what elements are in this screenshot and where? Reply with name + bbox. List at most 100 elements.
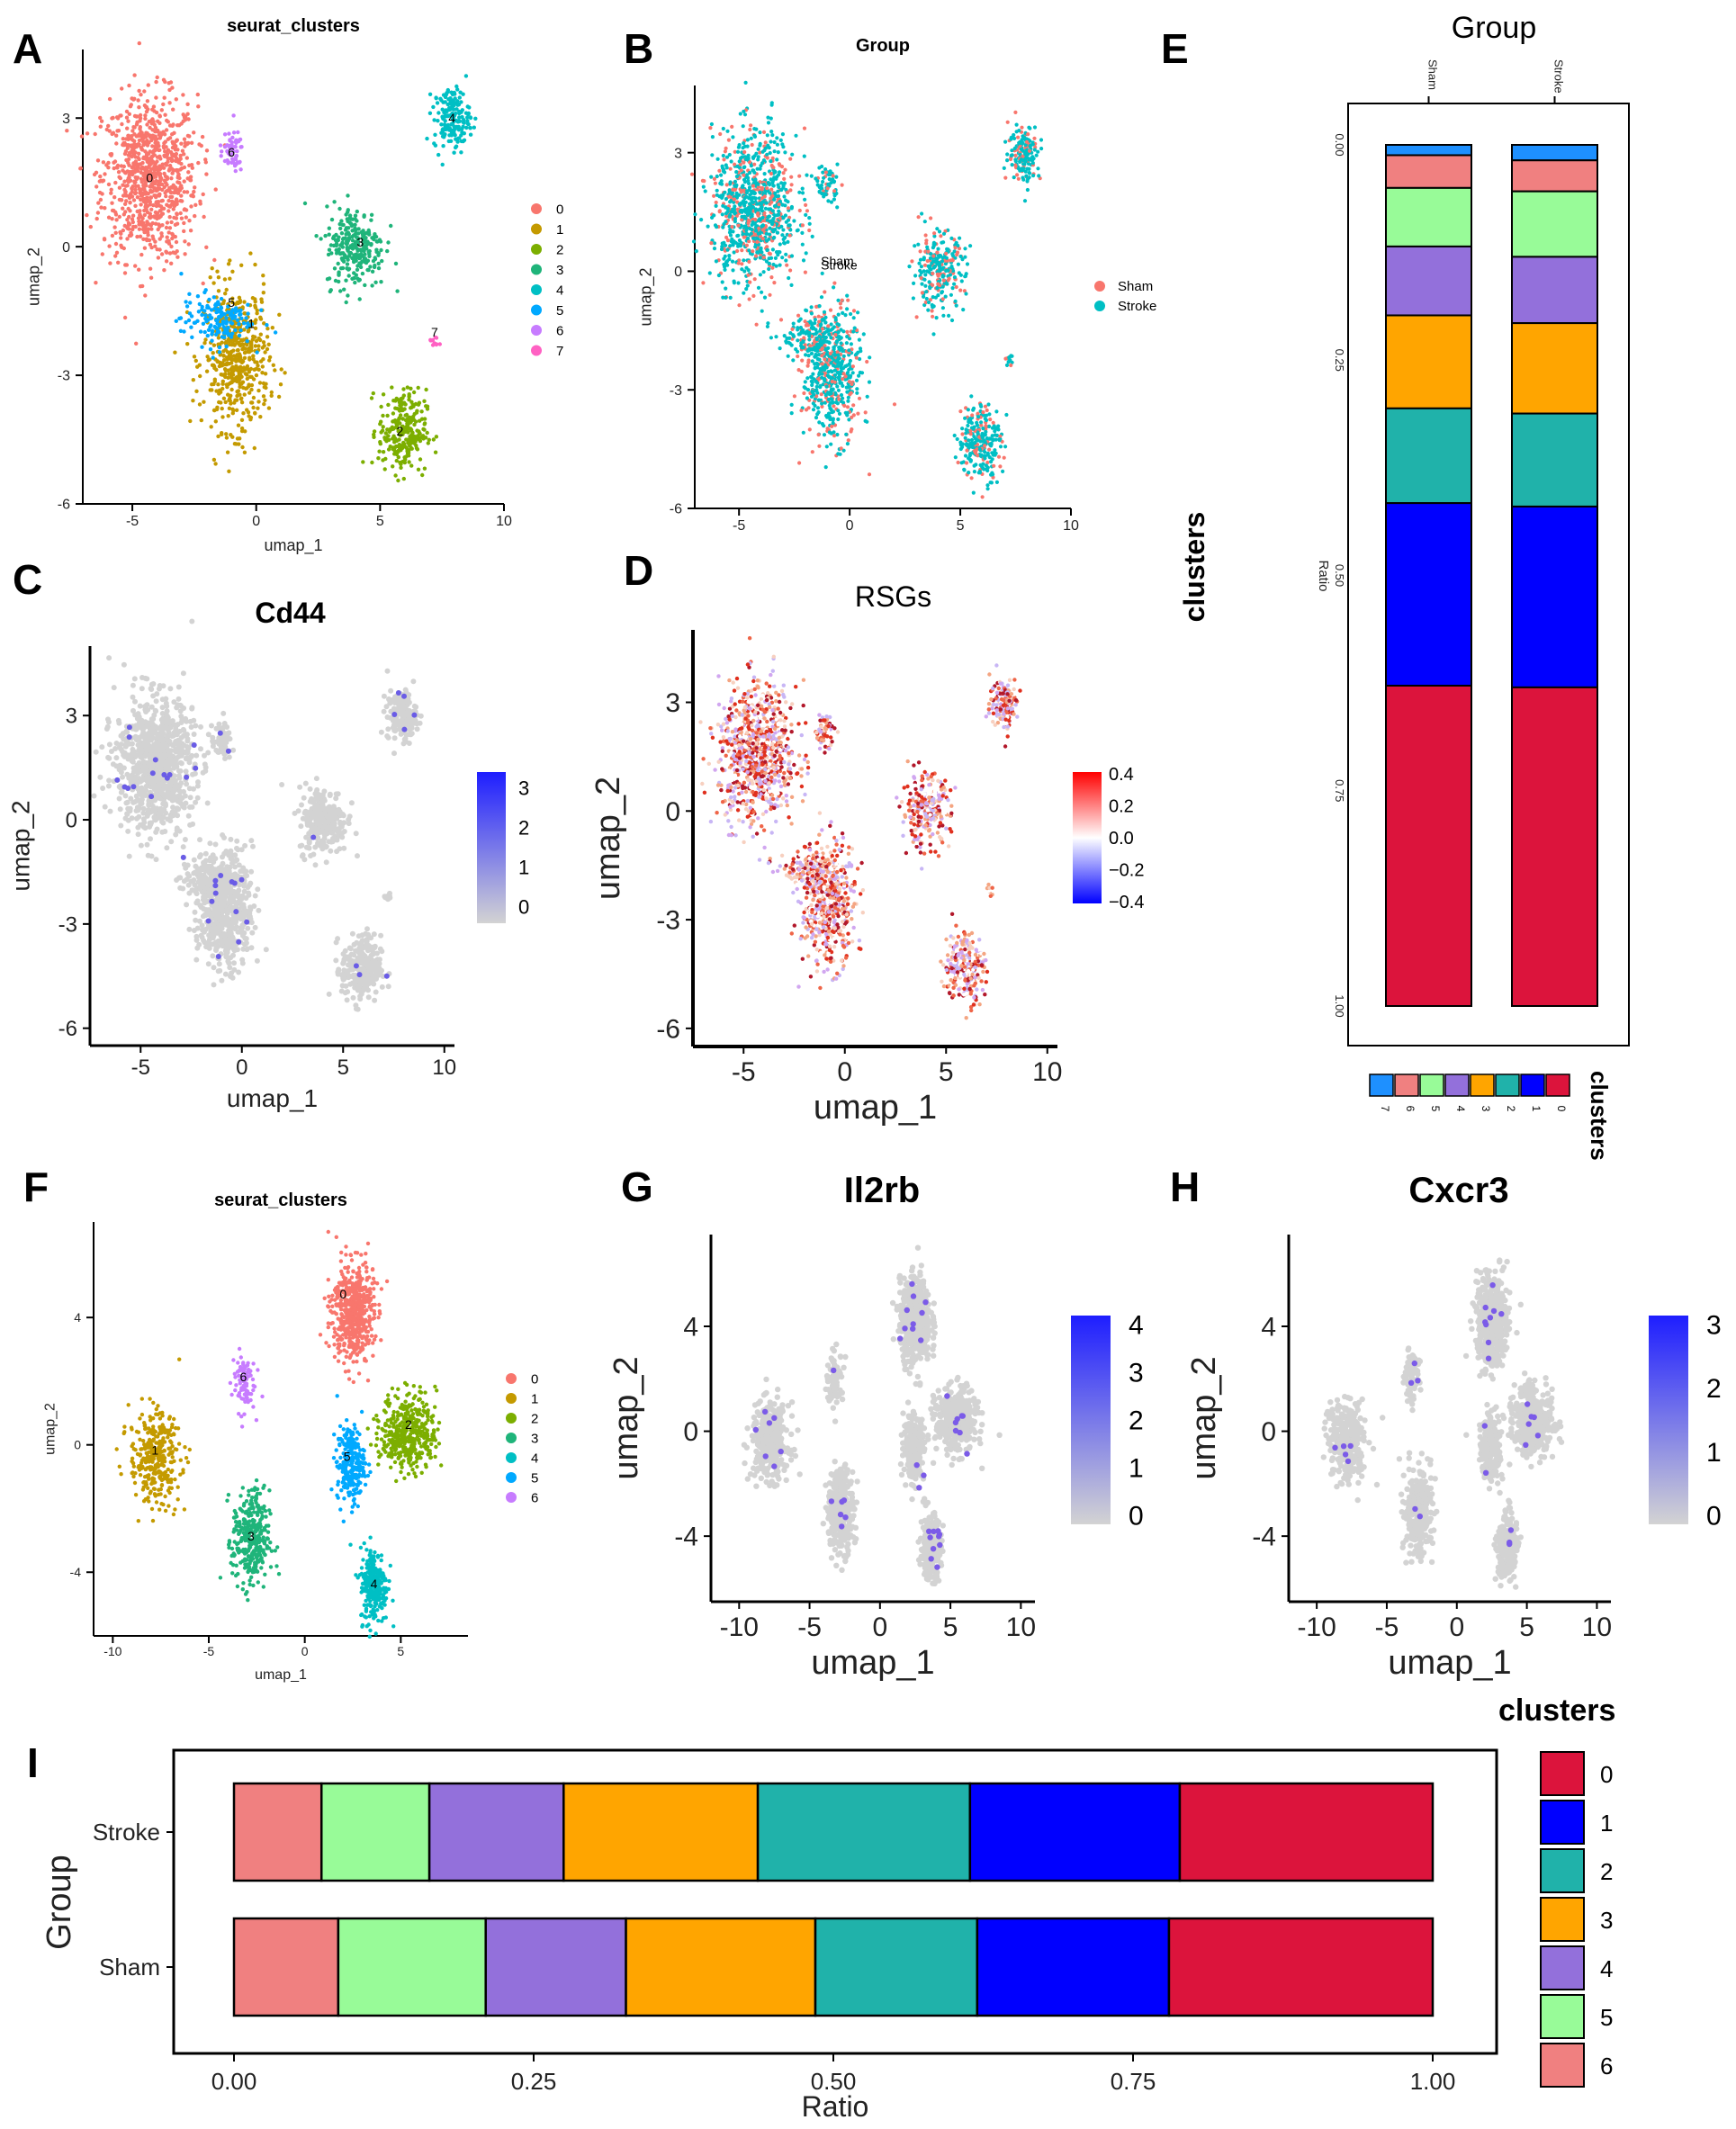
data-point xyxy=(913,274,918,278)
data-point xyxy=(185,112,190,116)
data-point xyxy=(703,189,707,193)
data-point xyxy=(822,424,826,428)
data-point xyxy=(425,430,429,436)
data-point xyxy=(121,228,125,233)
data-point xyxy=(142,212,147,218)
data-point xyxy=(112,159,118,164)
x-tick-label: 0 xyxy=(252,514,260,529)
data-point xyxy=(801,258,806,263)
data-point xyxy=(804,353,808,357)
data-point xyxy=(236,130,240,135)
data-point xyxy=(137,105,141,110)
data-point xyxy=(850,382,854,386)
data-point xyxy=(409,436,413,442)
data-point xyxy=(353,229,358,233)
data-point xyxy=(221,301,226,306)
data-point xyxy=(819,322,823,327)
data-point xyxy=(229,160,234,165)
data-point xyxy=(194,389,199,393)
data-point xyxy=(720,195,724,200)
data-point xyxy=(947,313,951,318)
data-point xyxy=(193,202,198,207)
data-point xyxy=(175,255,180,259)
data-point xyxy=(383,456,388,462)
data-point xyxy=(140,148,145,152)
data-point xyxy=(126,157,131,162)
data-point xyxy=(454,84,459,89)
data-point xyxy=(786,239,790,244)
data-point xyxy=(822,310,827,314)
data-point xyxy=(198,329,203,334)
data-point xyxy=(957,271,961,275)
data-point xyxy=(781,216,786,220)
data-point xyxy=(913,244,917,248)
data-point xyxy=(820,346,825,351)
data-point xyxy=(239,396,244,400)
data-point xyxy=(748,210,752,214)
data-point xyxy=(146,83,150,87)
data-point xyxy=(927,280,931,284)
data-point xyxy=(737,193,742,197)
data-point xyxy=(817,189,822,193)
data-point xyxy=(765,218,769,222)
data-point xyxy=(155,186,160,191)
data-point xyxy=(128,200,132,205)
data-point xyxy=(857,396,862,400)
data-point xyxy=(420,472,425,478)
data-point xyxy=(159,199,164,203)
data-point xyxy=(710,215,715,220)
data-point xyxy=(379,404,383,409)
data-point xyxy=(337,206,342,211)
data-point xyxy=(716,273,722,278)
data-point xyxy=(820,164,824,169)
data-point xyxy=(746,175,751,180)
data-point xyxy=(786,206,791,211)
data-point xyxy=(1014,122,1019,127)
data-point xyxy=(152,148,157,153)
data-point xyxy=(1017,140,1021,145)
data-point xyxy=(231,130,237,135)
data-point xyxy=(222,132,228,137)
data-point xyxy=(758,256,762,260)
legend-key xyxy=(531,325,542,336)
data-point xyxy=(188,301,193,305)
data-point xyxy=(142,89,147,94)
data-point xyxy=(769,196,773,201)
data-point xyxy=(747,248,751,253)
data-point xyxy=(734,175,740,179)
data-point xyxy=(940,256,945,260)
data-point xyxy=(160,211,166,216)
data-point xyxy=(972,463,976,468)
x-tick-label: 10 xyxy=(1063,518,1079,534)
data-point xyxy=(910,259,914,264)
data-point xyxy=(237,309,241,313)
data-point xyxy=(223,374,228,380)
data-point xyxy=(863,410,868,415)
cluster-label: 1 xyxy=(247,317,255,331)
data-point xyxy=(189,140,194,145)
data-point xyxy=(238,167,243,172)
data-point xyxy=(418,457,423,462)
data-point xyxy=(228,139,232,143)
data-point xyxy=(954,303,958,308)
data-point xyxy=(343,236,347,240)
data-point xyxy=(791,321,796,326)
data-point xyxy=(148,223,153,228)
x-tick-label: 5 xyxy=(957,518,965,534)
data-point xyxy=(376,456,381,461)
data-point xyxy=(955,252,959,257)
data-point xyxy=(748,280,752,284)
data-point xyxy=(815,406,821,410)
data-point xyxy=(202,341,207,346)
data-point xyxy=(122,202,128,206)
data-point xyxy=(211,281,216,285)
data-point xyxy=(399,406,404,410)
data-point xyxy=(357,297,362,301)
data-point xyxy=(327,232,331,237)
data-point xyxy=(760,237,765,241)
data-point xyxy=(967,471,971,475)
data-point xyxy=(145,220,149,224)
panel-label-b: B xyxy=(624,25,653,72)
data-point xyxy=(789,402,794,407)
data-point xyxy=(201,321,206,326)
